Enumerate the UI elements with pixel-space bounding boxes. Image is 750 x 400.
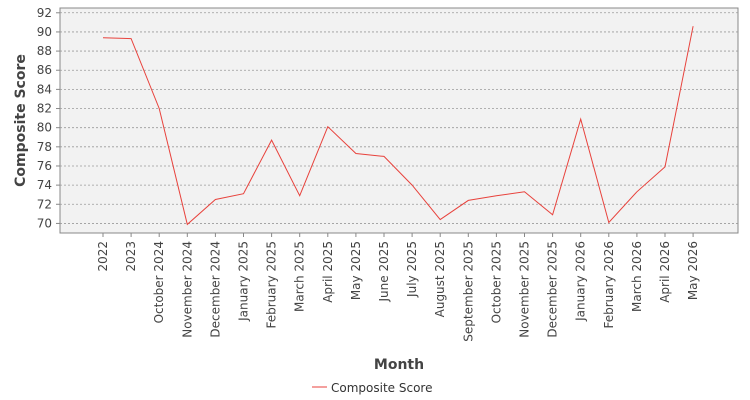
y-tick-label: 90 (37, 25, 52, 39)
x-tick-label: January 2026 (574, 241, 588, 322)
x-tick-label: September 2025 (461, 241, 475, 342)
x-tick-label: February 2025 (265, 241, 279, 329)
y-axis: 70 72 74 76 78 80 82 84 86 88 90 92 (37, 6, 60, 230)
y-tick-label: 78 (37, 140, 52, 154)
y-tick-label: 80 (37, 121, 52, 135)
x-tick-label: January 2025 (237, 241, 251, 322)
x-tick-label: November 2025 (518, 241, 532, 338)
y-tick-label: 84 (37, 82, 52, 96)
x-tick-label: 2023 (124, 241, 138, 272)
x-tick-label: May 2026 (686, 241, 700, 300)
x-axis-title: Month (374, 357, 424, 373)
y-tick-label: 74 (37, 178, 52, 192)
x-tick-label: October 2025 (489, 241, 503, 323)
y-tick-label: 88 (37, 44, 52, 58)
x-tick-label: April 2026 (658, 241, 672, 303)
y-tick-label: 82 (37, 102, 52, 116)
plot-area (59, 7, 739, 234)
series-layer (102, 26, 694, 226)
x-tick-label: July 2025 (405, 241, 419, 298)
x-tick-label: October 2024 (152, 241, 166, 323)
x-tick-label: August 2025 (433, 241, 447, 317)
y-tick-label: 70 (37, 216, 52, 230)
legend: Composite Score (312, 381, 432, 395)
x-tick-label: February 2026 (602, 241, 616, 329)
x-tick-label: June 2025 (377, 241, 391, 303)
legend-label: Composite Score (331, 381, 432, 395)
x-tick-label: November 2024 (180, 241, 194, 338)
y-tick-label: 92 (37, 6, 52, 20)
series-line (102, 26, 694, 226)
x-tick-label: March 2025 (293, 241, 307, 312)
y-tick-label: 76 (37, 159, 52, 173)
x-tick-label: December 2025 (546, 241, 560, 338)
y-tick-label: 86 (37, 63, 52, 77)
x-tick-label: December 2024 (208, 241, 222, 338)
x-tick-label: March 2026 (630, 241, 644, 312)
x-tick-label: 2022 (96, 241, 110, 272)
x-tick-label: April 2025 (321, 241, 335, 303)
y-tick-label: 72 (37, 197, 52, 211)
y-axis-title: Composite Score (13, 54, 29, 187)
x-axis: 2022 2023 October 2024 November 2024 Decembe… (96, 233, 700, 342)
x-tick-label: May 2025 (349, 241, 363, 300)
